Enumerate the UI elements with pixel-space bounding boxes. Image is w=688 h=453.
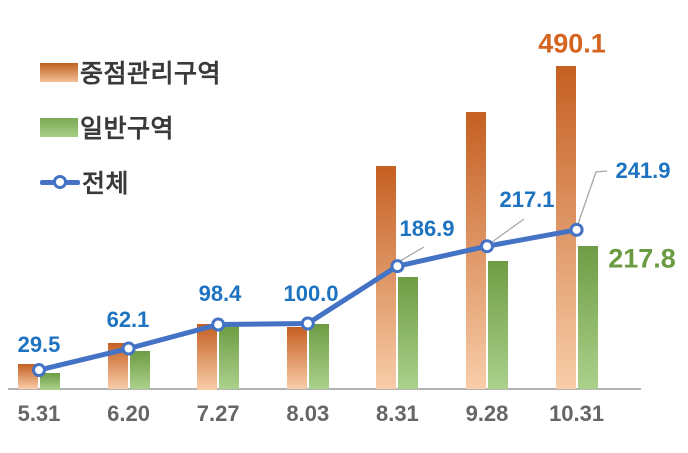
bar-general-5.31 (40, 373, 60, 390)
priority-zone-swatch-icon (40, 62, 78, 82)
line-value-label-8.03: 100.0 (283, 281, 339, 306)
total-line-marker-icon (53, 175, 67, 189)
line-value-label-7.27: 98.4 (198, 281, 242, 306)
callout-line (577, 170, 608, 225)
line-marker-9.28 (480, 239, 494, 254)
bar-general-10.31 (577, 245, 598, 390)
legend-label-priority-zone: 중점관리구역 (80, 60, 222, 88)
x-axis-label-9.28: 9.28 (465, 401, 509, 426)
callout-line (491, 218, 525, 243)
line-marker-8.03 (300, 316, 315, 331)
bar-general-7.27 (219, 326, 240, 390)
bar-priority-8.03 (286, 327, 307, 390)
legend-label-general-zone: 일반구역 (80, 115, 175, 143)
bar-general-8.03 (308, 324, 329, 390)
bar-general-6.20 (129, 350, 150, 390)
line-marker-6.20 (121, 341, 136, 356)
bar-value-label-10.31-general: 217.8 (608, 243, 676, 274)
x-axis-label-6.20: 6.20 (107, 401, 151, 426)
line-value-label-6.20: 62.1 (106, 307, 150, 332)
legend-item-general-zone: 일반구역 (40, 115, 221, 143)
x-axis-label-10.31: 10.31 (549, 401, 605, 426)
bar-priority-10.31 (555, 66, 576, 390)
general-zone-swatch-icon (40, 117, 78, 137)
bar-value-label-10.31-priority: 490.1 (538, 28, 606, 59)
line-marker-10.31 (569, 222, 584, 237)
line-marker-8.31 (390, 259, 405, 274)
line-value-label-9.28: 217.1 (499, 187, 555, 212)
legend: 중점관리구역 일반구역 전체 (40, 60, 221, 225)
x-axis-label-5.31: 5.31 (17, 401, 61, 426)
callout-line (399, 246, 425, 262)
line-value-label-8.31: 186.9 (399, 216, 455, 241)
legend-item-total: 전체 (40, 170, 221, 198)
bar-priority-8.31 (376, 165, 397, 390)
bar-priority-7.27 (197, 323, 218, 390)
x-axis-label-7.27: 7.27 (196, 401, 240, 426)
total-line-swatch-icon (40, 175, 80, 189)
legend-item-priority-zone: 중점관리구역 (40, 60, 221, 88)
line-value-label-5.31: 29.5 (17, 332, 61, 357)
line-marker-5.31 (32, 363, 46, 378)
line-value-label-10.31: 241.9 (615, 158, 671, 183)
x-axis-label-8.31: 8.31 (375, 401, 419, 426)
line-marker-7.27 (211, 317, 226, 332)
x-axis-label-8.03: 8.03 (286, 401, 330, 426)
legend-label-total: 전체 (82, 170, 130, 198)
bar-general-9.28 (488, 260, 508, 390)
bar-general-8.31 (398, 277, 419, 390)
